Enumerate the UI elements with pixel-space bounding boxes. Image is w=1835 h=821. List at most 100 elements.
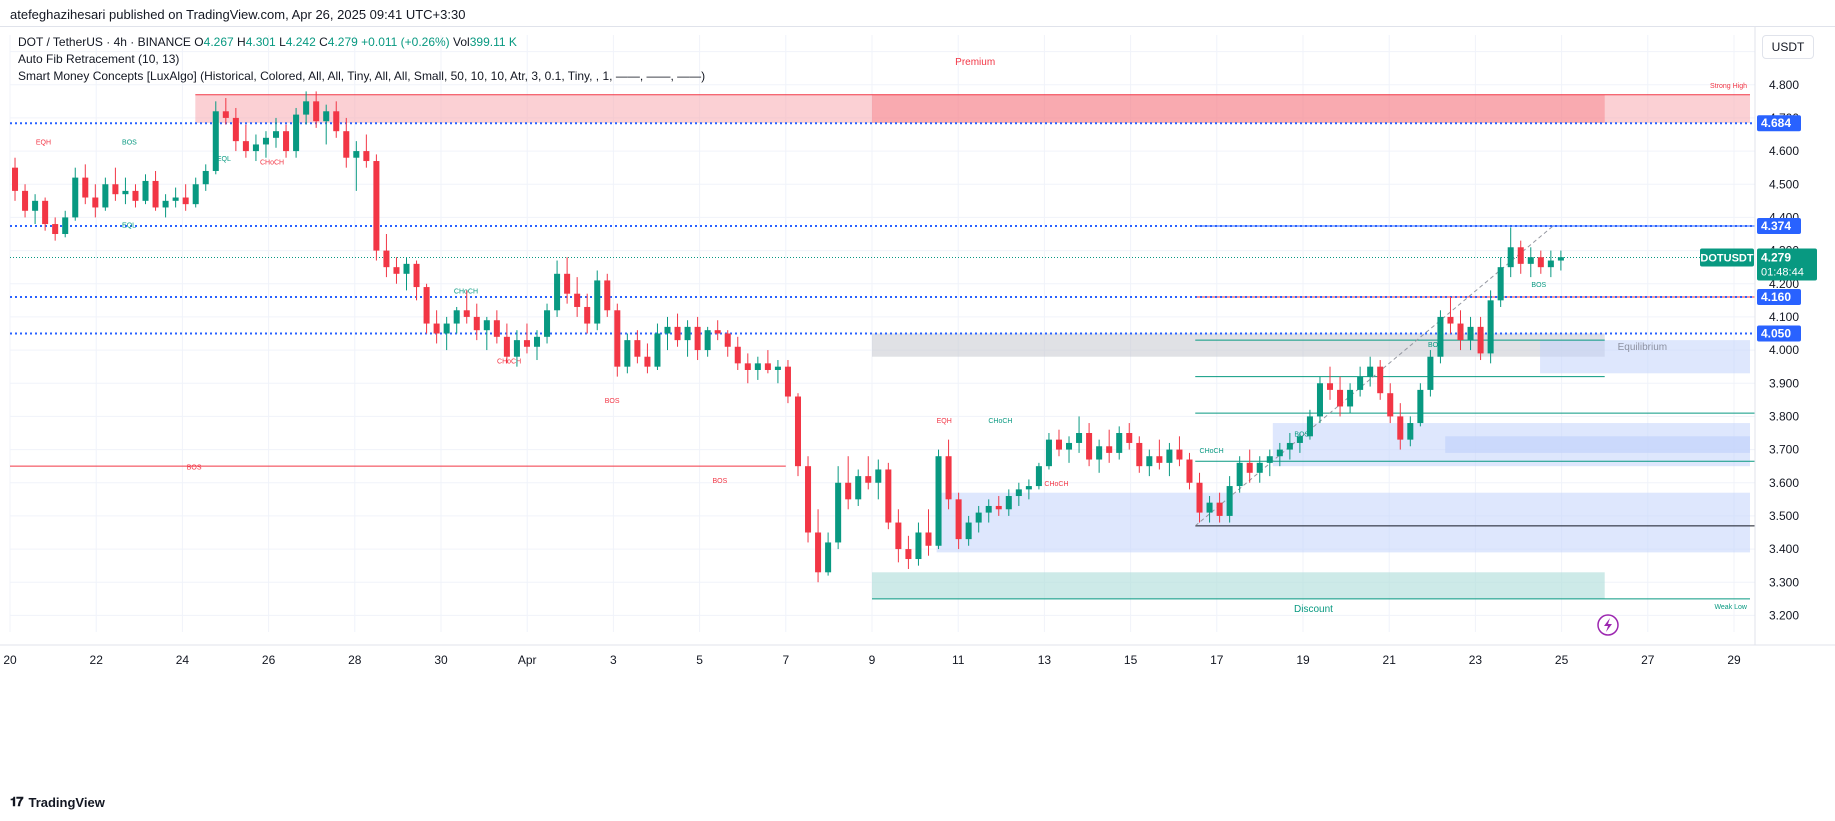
candle-body [1176, 449, 1183, 460]
x-tick-label: 15 [1124, 653, 1138, 667]
x-tick-label: 24 [176, 653, 190, 667]
level-price-tag [1757, 289, 1801, 306]
smc-label: BOS [605, 398, 620, 405]
candle-body [1035, 466, 1042, 487]
candle-body [764, 363, 771, 370]
candle-body [885, 469, 892, 523]
x-tick-label: 7 [782, 653, 789, 667]
candle-body [815, 532, 822, 573]
change-value: +0.011 (+0.26%) [361, 35, 450, 49]
candle-body [1166, 449, 1173, 463]
x-tick-label: 21 [1383, 653, 1397, 667]
candle-body [1367, 366, 1374, 377]
candle-body [895, 522, 902, 550]
smc-label: CHoCH [1200, 448, 1224, 455]
candle-body [965, 522, 972, 540]
x-tick-label: 22 [90, 653, 104, 667]
tradingview-logo-icon: 𝟏𝟕 [10, 794, 24, 809]
tradingview-brand[interactable]: 𝟏𝟕 TradingView [10, 794, 105, 810]
smc-label: CHoCH [988, 418, 1012, 425]
ohlc-row: DOT / TetherUS · 4h · BINANCE O4.267 H4.… [18, 34, 705, 51]
candle-body [1236, 462, 1243, 487]
premium-zone [195, 94, 1751, 123]
candle-body [483, 320, 490, 331]
candle-body [12, 167, 19, 191]
price-axis: 4.9004.8004.7004.6004.5004.4004.3004.200… [1700, 27, 1817, 645]
candle-body [1025, 486, 1032, 490]
candle-body [1547, 260, 1554, 268]
candle-body [1387, 393, 1394, 417]
candle-body [132, 190, 139, 201]
symbol-tag-label: DOTUSDT [1700, 253, 1753, 265]
candle-body [373, 161, 380, 251]
lightning-icon[interactable] [1597, 614, 1619, 636]
x-tick-label: 20 [3, 653, 17, 667]
level-price-label: 4.160 [1761, 290, 1791, 304]
y-tick-label: 4.500 [1769, 177, 1799, 191]
indicator-smc[interactable]: Smart Money Concepts [LuxAlgo] (Historic… [18, 69, 706, 83]
smc-label: BOS [122, 139, 137, 146]
x-tick-label: 29 [1727, 653, 1741, 667]
order-block-3 [1445, 436, 1750, 453]
x-tick-label: 19 [1296, 653, 1310, 667]
x-tick-label: 13 [1038, 653, 1052, 667]
candle-body [1196, 482, 1203, 513]
currency-button[interactable]: USDT [1762, 35, 1814, 59]
order-block-4 [1540, 340, 1750, 374]
smc-zones [195, 94, 1751, 600]
candle-body [453, 310, 460, 324]
equilibrium-zone [872, 333, 1605, 357]
last-price-tag [1757, 248, 1817, 281]
candle-body [805, 466, 812, 533]
candle-body [533, 336, 541, 347]
candle-body [1055, 439, 1062, 450]
x-tick-label: 30 [434, 653, 448, 667]
candle-body [544, 310, 551, 337]
fib-trend-line [1194, 225, 1554, 527]
candle-body [433, 323, 440, 334]
candle-body [72, 177, 79, 218]
symbol-title[interactable]: DOT / TetherUS · 4h · BINANCE [18, 35, 191, 49]
smc-label: EQH [36, 139, 51, 146]
candle-body [242, 141, 249, 152]
candle-body [383, 250, 390, 268]
level-price-label: 4.050 [1761, 327, 1791, 341]
open-value: 4.267 [203, 35, 234, 49]
price-chart[interactable]: Premium Discount Equilibrium Strong High Wea… [0, 27, 1835, 795]
candle-body [1156, 456, 1163, 463]
candle-body [1136, 442, 1143, 467]
candle-body [794, 396, 802, 467]
candle-body [523, 340, 530, 347]
candle-body [1457, 323, 1464, 341]
candle-body [1296, 436, 1303, 443]
candle-body [192, 184, 199, 205]
candle-body [463, 310, 470, 317]
smc-label: CHoCH [497, 358, 521, 365]
candle-body [1286, 442, 1293, 450]
candle-body [1316, 383, 1323, 417]
candle-body [1517, 247, 1524, 264]
candle-body [875, 469, 882, 483]
chart-frame[interactable]: Premium Discount Equilibrium Strong High Wea… [0, 26, 1835, 795]
candle-body [1477, 326, 1484, 354]
candle-body [182, 197, 189, 205]
close-label: C [319, 35, 328, 49]
indicator-fib[interactable]: Auto Fib Retracement (10, 13) [18, 52, 180, 66]
candle-body [393, 267, 400, 274]
level-price-tag [1757, 325, 1801, 342]
volume-label: Vol [453, 35, 470, 49]
x-tick-label: 11 [952, 653, 965, 667]
candle-body [413, 263, 420, 288]
smc-label: CHoCH [454, 289, 478, 296]
market-structure: Premium Discount Equilibrium Strong High Wea… [36, 57, 1748, 636]
discount-label: Discount [1294, 604, 1333, 615]
discount-zone [872, 572, 1605, 599]
candle-body [935, 456, 942, 546]
candle-body [162, 200, 169, 208]
candle-body [52, 224, 59, 234]
candle-body [1216, 502, 1223, 516]
candle-body [754, 363, 761, 370]
candle-body [1337, 389, 1344, 407]
candles [12, 91, 1564, 583]
candle-body [232, 117, 239, 142]
